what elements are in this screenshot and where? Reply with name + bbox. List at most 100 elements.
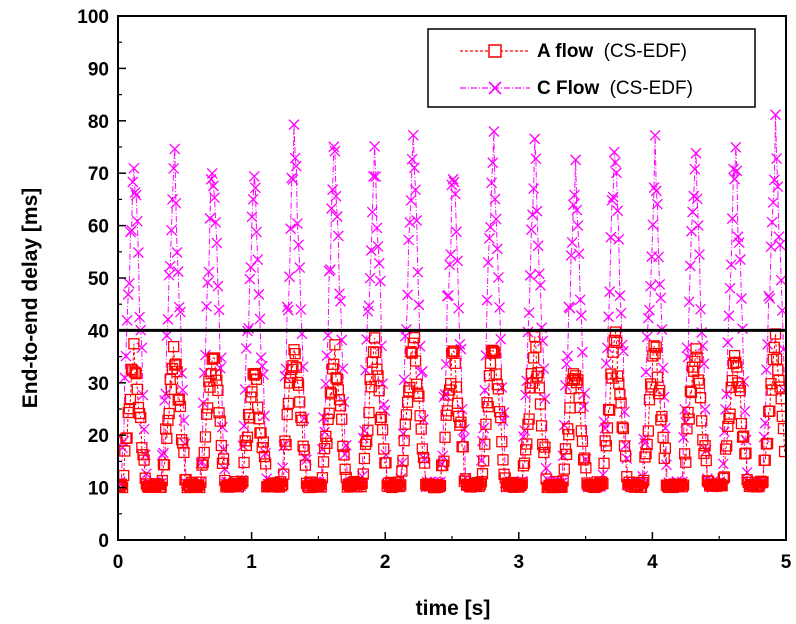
data-point-square	[646, 381, 658, 393]
data-point-x	[137, 389, 149, 401]
data-point-square	[250, 373, 263, 385]
y-tick-label: 20	[88, 426, 109, 447]
data-point-square	[659, 442, 672, 454]
data-point-square	[677, 479, 690, 491]
data-point-x	[492, 272, 504, 283]
data-point-x	[368, 170, 379, 182]
data-point-square	[355, 480, 367, 493]
data-point-x	[170, 197, 182, 209]
data-point-square	[515, 479, 527, 491]
data-point-x	[649, 129, 661, 141]
data-point-square	[362, 424, 374, 436]
data-point-square	[601, 422, 614, 434]
data-point-x	[489, 193, 501, 205]
data-point-x	[291, 218, 303, 230]
data-point-square	[738, 430, 750, 442]
data-point-square	[236, 477, 248, 489]
data-point-square	[597, 477, 609, 490]
x-tick-label: 4	[647, 552, 658, 573]
data-point-square	[439, 431, 451, 443]
data-point-square	[297, 440, 309, 452]
y-tick-label: 0	[98, 531, 109, 552]
data-point-x	[160, 388, 172, 400]
data-point-x	[132, 247, 144, 258]
data-point-x	[240, 342, 252, 354]
data-point-x	[207, 180, 219, 192]
data-point-square	[372, 370, 384, 382]
y-axis-title: End-to-end delay [ms]	[19, 188, 42, 409]
data-point-square	[478, 455, 490, 467]
x-tick-label: 0	[113, 552, 124, 573]
data-point-x	[402, 289, 414, 301]
data-point-x	[168, 162, 180, 174]
data-point-square	[161, 432, 173, 445]
y-tick-label: 70	[88, 164, 109, 185]
y-tick-label: 80	[88, 112, 109, 133]
data-point-x	[247, 193, 259, 205]
data-point-x	[558, 419, 570, 431]
data-point-x	[613, 233, 625, 245]
data-point-square	[331, 373, 343, 385]
data-point-square	[172, 394, 184, 406]
data-point-square	[636, 477, 649, 489]
data-point-square	[610, 336, 623, 349]
y-tick-label: 50	[88, 269, 109, 290]
data-point-x	[601, 342, 613, 354]
data-point-x	[645, 280, 657, 292]
data-point-square	[336, 413, 348, 425]
data-point-x	[212, 280, 224, 292]
data-point-square	[726, 375, 739, 387]
data-point-square	[719, 443, 732, 455]
data-point-x	[575, 310, 587, 321]
data-point-square	[359, 438, 372, 450]
data-point-square	[299, 459, 312, 471]
data-point-x	[204, 212, 216, 224]
data-point-x	[606, 194, 618, 206]
data-point-x	[684, 260, 696, 272]
data-point-square	[399, 418, 411, 430]
data-point-x	[322, 329, 334, 341]
data-point-x	[488, 126, 500, 137]
data-point-square	[562, 423, 574, 435]
data-point-square	[682, 406, 694, 419]
data-point-x	[483, 232, 495, 244]
data-point-square	[121, 432, 133, 444]
data-point-square	[378, 443, 390, 455]
data-point-square	[415, 423, 427, 435]
data-point-square	[454, 419, 466, 431]
series-a	[118, 326, 786, 494]
data-point-square	[393, 480, 406, 493]
data-point-square	[476, 468, 489, 480]
data-point-x	[363, 300, 375, 312]
data-point-square	[521, 438, 533, 450]
data-point-square	[129, 366, 141, 378]
data-point-square	[292, 379, 305, 391]
data-point-x	[332, 230, 344, 242]
data-point-x	[370, 171, 382, 183]
data-point-x	[604, 286, 616, 298]
data-point-x	[206, 167, 218, 179]
data-point-x	[763, 290, 775, 302]
data-point-x	[648, 182, 660, 194]
data-point-x	[607, 191, 619, 203]
data-point-square	[124, 393, 137, 406]
data-point-square	[118, 478, 128, 490]
data-point-square	[539, 441, 551, 453]
data-point-square	[533, 382, 545, 394]
data-point-x	[778, 343, 786, 355]
data-point-x	[177, 384, 189, 396]
data-point-x	[172, 266, 184, 278]
data-point-x	[570, 154, 582, 166]
data-point-square	[169, 359, 181, 371]
data-point-x	[486, 177, 498, 189]
data-point-x	[693, 249, 705, 261]
data-point-square	[275, 480, 288, 492]
x-tick-label: 3	[514, 552, 525, 573]
data-point-x	[440, 358, 452, 370]
data-point-square	[596, 476, 608, 488]
data-point-x	[249, 182, 261, 194]
data-point-x	[760, 364, 772, 376]
data-point-square	[212, 384, 224, 397]
data-point-x	[374, 275, 386, 287]
data-point-square	[693, 377, 706, 390]
